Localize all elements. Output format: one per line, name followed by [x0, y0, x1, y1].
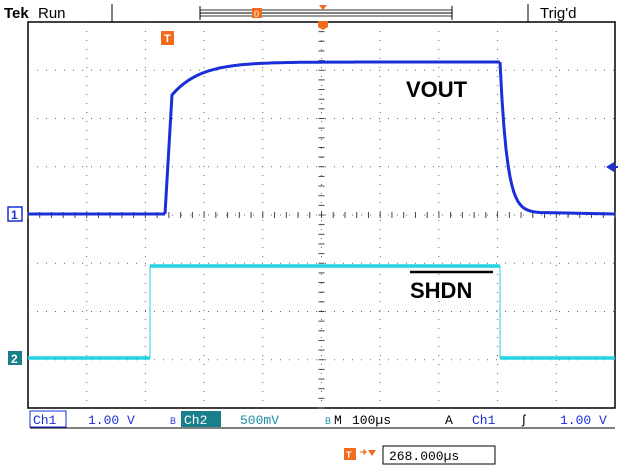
trigger-time-icon — [318, 21, 328, 30]
ch1-bw-limit-icon: B — [170, 416, 176, 426]
run-state-label: Run — [38, 5, 66, 22]
ch2-bw-limit-icon: B — [325, 416, 331, 426]
brand-label: Tek — [4, 5, 29, 22]
trigger-readout[interactable]: A Ch1 ʃ 1.00 V — [445, 413, 607, 428]
trigger-level-indicator — [606, 162, 618, 172]
trigger-marker-label: T — [164, 33, 171, 45]
trigger-position-arrow-icon — [319, 5, 327, 10]
ch2-scale-readout[interactable]: Ch2 500mV B — [181, 411, 331, 428]
timebase-readout[interactable]: M 100µs — [334, 413, 391, 428]
vout-annotation: VOUT — [406, 77, 468, 102]
ch1-trace-decay — [498, 61, 616, 216]
ch2-label: Ch2 — [184, 413, 207, 428]
trigger-time-marker — [318, 21, 328, 30]
trigger-position-readout[interactable]: T 268.000µs — [344, 445, 496, 465]
ch1-scale-readout[interactable]: Ch1 1.00 V B — [29, 410, 176, 428]
trigger-source: Ch1 — [472, 413, 496, 428]
ch1-marker-label: 1 — [11, 208, 18, 222]
ch2-marker-label: 2 — [11, 352, 18, 366]
trigger-position-value: 268.000µs — [389, 449, 459, 464]
ch1-trace-high — [163, 60, 500, 215]
top-bar: Tek Run 0 Trig'd — [4, 4, 576, 22]
trigger-slope-icon: ʃ — [520, 413, 528, 428]
trigger-level-value: 1.00 V — [560, 413, 607, 428]
ch1-scale-value: 1.00 V — [88, 413, 135, 428]
ch1-ground-marker[interactable]: 1 — [7, 206, 23, 222]
trigger-level-arrow-icon — [606, 162, 614, 172]
trigger-marker-icon — [161, 31, 174, 45]
shdn-annotation: SHDN — [410, 270, 493, 303]
record-marker-icon — [252, 8, 262, 18]
trigger-position-label: T — [346, 450, 352, 460]
trigger-status-label: Trig'd — [540, 5, 576, 22]
ch2-scale-value: 500mV — [240, 413, 279, 428]
status-bar: Ch1 1.00 V B Ch2 500mV B M 100µs A Ch1 ʃ… — [29, 410, 615, 429]
trigger-position-icon — [344, 448, 356, 460]
timebase-label: M — [334, 413, 342, 428]
trigger-mode: A — [445, 413, 453, 428]
record-view-bar[interactable]: 0 — [199, 5, 453, 20]
shdn-annotation-label: SHDN — [410, 278, 472, 303]
waveforms — [28, 60, 616, 360]
record-marker-label: 0 — [254, 9, 259, 19]
timebase-value: 100µs — [352, 413, 391, 428]
trigger-marker: T — [161, 31, 174, 45]
ch2-ground-marker[interactable]: 2 — [8, 351, 22, 366]
ch1-label: Ch1 — [33, 413, 57, 428]
